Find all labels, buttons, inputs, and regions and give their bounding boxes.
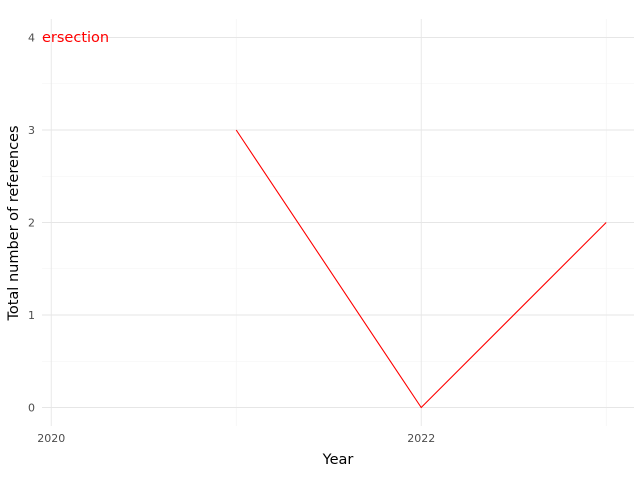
series-layer (235, 129, 607, 409)
x-axis-title: Year (322, 452, 354, 468)
y-tick-label: 0 (28, 402, 35, 415)
y-tick-label: 4 (28, 32, 35, 45)
y-axis-title: Total number of references (6, 125, 22, 321)
annotation-label: ersection (42, 30, 109, 46)
y-tick-labels: 0 1 2 3 4 (28, 32, 35, 415)
y-tick-label: 2 (28, 217, 35, 230)
x-tick-labels: 2020 2022 (37, 432, 435, 445)
x-tick-label: 2020 (37, 432, 65, 445)
x-tick-label: 2022 (407, 432, 435, 445)
series-line (235, 129, 607, 409)
y-tick-label: 3 (28, 124, 35, 137)
major-gridlines (42, 19, 634, 426)
y-tick-label: 1 (28, 309, 35, 322)
